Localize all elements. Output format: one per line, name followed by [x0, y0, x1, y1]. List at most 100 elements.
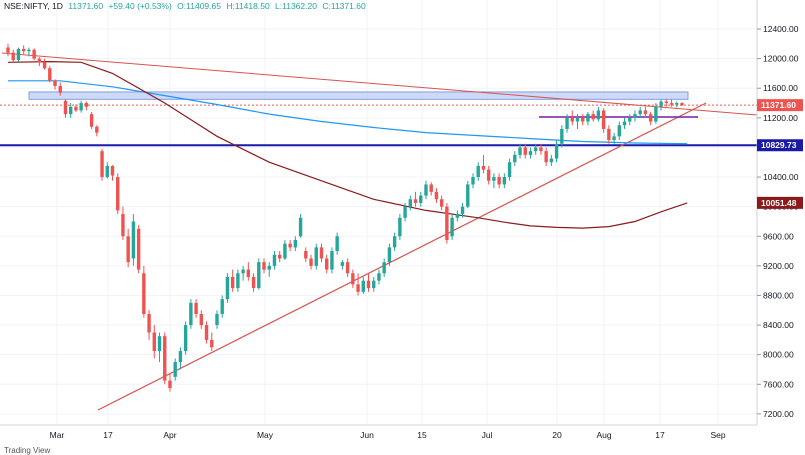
candle-body	[105, 165, 109, 178]
high-value: H:11418.50	[226, 1, 270, 11]
candle	[267, 262, 271, 277]
candle	[413, 191, 418, 207]
candle-body	[544, 151, 548, 163]
candle-body	[554, 143, 559, 159]
candle	[534, 143, 538, 155]
candle	[382, 258, 386, 277]
symbol-label[interactable]: NSE:NIFTY, 1D	[4, 1, 63, 11]
candle	[136, 225, 141, 274]
candle-body	[392, 236, 397, 248]
candle-body	[152, 332, 156, 351]
footer-brand: Trading View	[4, 446, 51, 455]
candle-body	[11, 52, 15, 61]
candle-body	[648, 114, 653, 122]
candle	[481, 154, 486, 174]
candle-body	[236, 273, 240, 289]
candle-body	[492, 177, 496, 181]
last-price: 11371.60	[68, 1, 104, 11]
candle-body	[100, 151, 104, 178]
candle-body	[617, 125, 622, 137]
candle	[408, 195, 413, 211]
candle-body	[225, 276, 230, 300]
candle	[502, 173, 507, 189]
candle-body	[42, 62, 47, 69]
candle-body	[659, 101, 663, 107]
candle-body	[502, 177, 507, 185]
candle	[225, 273, 230, 303]
candle	[628, 114, 632, 126]
candle	[283, 239, 287, 260]
candle	[387, 243, 392, 266]
candle	[89, 111, 94, 129]
y-tick-label: 11600.00	[763, 83, 798, 93]
candle-body	[497, 177, 501, 185]
ma-long-line	[7, 60, 688, 229]
candle-body	[110, 165, 115, 176]
candle	[429, 182, 433, 196]
candle	[549, 154, 554, 166]
candle	[638, 106, 642, 118]
open-value: O:11409.65	[177, 1, 221, 11]
y-tick-label: 8800.00	[763, 290, 794, 300]
candle	[471, 173, 475, 189]
candle	[68, 103, 73, 118]
candle-body	[654, 106, 658, 122]
candle	[486, 165, 491, 185]
candle	[163, 332, 167, 385]
candle	[215, 310, 219, 329]
candle-body	[439, 199, 444, 207]
candle-body	[638, 110, 642, 115]
candle	[95, 125, 99, 137]
y-tick-label: 7200.00	[763, 409, 794, 419]
candle	[21, 45, 26, 55]
candle	[434, 188, 439, 203]
candle	[288, 239, 292, 252]
candle-body	[16, 49, 21, 61]
ma-short-line	[8, 80, 688, 145]
candle-body	[377, 273, 381, 281]
candle	[633, 110, 637, 122]
candle	[528, 147, 533, 159]
candle	[596, 106, 601, 122]
candle	[466, 180, 470, 209]
candle	[560, 125, 564, 148]
candle	[178, 347, 183, 370]
candle-body	[21, 49, 26, 52]
resistance-zone-rect	[28, 91, 689, 100]
x-axis: Mar 17 Apr May Jun 15 Jul 20 Aug 17 Sep	[50, 430, 726, 440]
candle	[330, 247, 334, 274]
price-tag: 10829.73	[757, 139, 803, 152]
candle-body	[230, 276, 235, 289]
candle-body	[298, 217, 303, 237]
candle-body	[351, 273, 355, 285]
candle-body	[84, 103, 89, 107]
candle-body	[513, 154, 517, 163]
price-tag: 10051.48	[757, 196, 803, 209]
candle-body	[356, 284, 360, 292]
price-tag-bg	[757, 99, 803, 112]
candle-body	[267, 265, 271, 270]
plot-background	[0, 0, 757, 425]
price-tag-label: 11371.60	[761, 100, 796, 110]
candle-body	[199, 313, 204, 326]
candle	[11, 49, 15, 63]
candle-body	[575, 117, 580, 122]
candle-body	[486, 169, 491, 181]
candle-body	[340, 262, 345, 266]
candle-body	[476, 165, 480, 178]
candle	[116, 173, 120, 215]
candle	[554, 140, 559, 163]
candle	[131, 214, 136, 266]
candle	[372, 276, 376, 292]
candle-body	[424, 184, 428, 196]
candle	[340, 259, 345, 270]
candle	[314, 243, 318, 270]
candle-body	[408, 199, 413, 207]
candle	[513, 151, 517, 166]
candle	[361, 276, 365, 294]
candle	[325, 254, 329, 274]
candle-body	[560, 128, 564, 144]
candle-body	[680, 103, 684, 106]
candle-body	[121, 214, 125, 237]
candle-body	[173, 362, 177, 377]
